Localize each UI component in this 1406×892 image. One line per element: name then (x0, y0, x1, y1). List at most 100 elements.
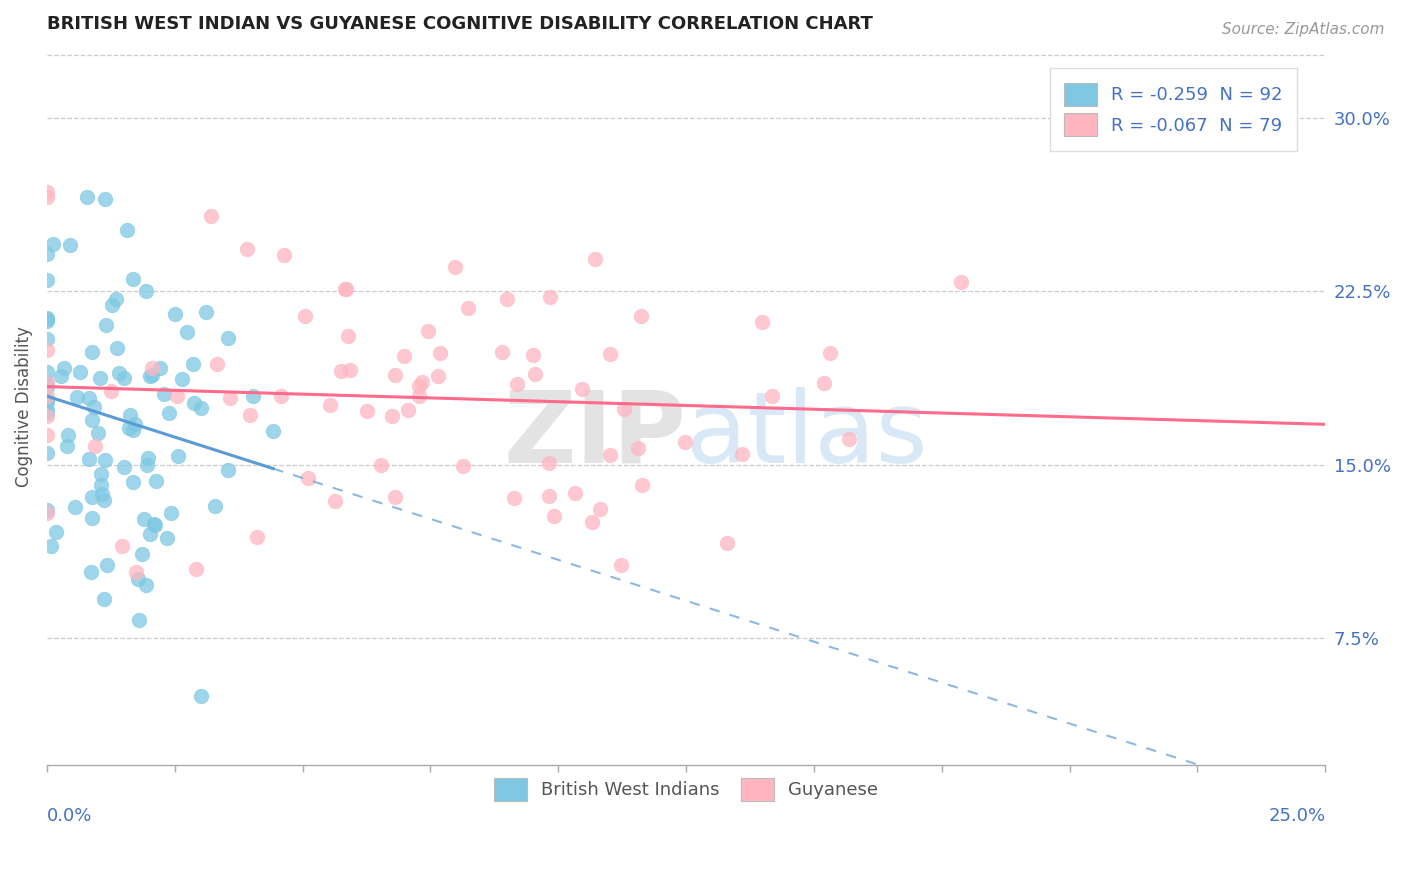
Point (673, 434, 696, 449)
Legend: British West Indians, Guyanese: British West Indians, Guyanese (485, 769, 887, 810)
Point (217, 331, 239, 345)
Point (135, 284, 157, 298)
Point (35, 376, 58, 390)
Point (630, 310, 652, 324)
Point (35, 186, 58, 200)
Point (135, 578, 157, 592)
Point (93, 192, 115, 206)
Point (105, 292, 128, 306)
Point (107, 367, 129, 381)
Point (820, 346, 842, 360)
Point (242, 388, 264, 402)
Point (166, 388, 188, 402)
Point (543, 509, 565, 524)
Point (35, 311, 58, 326)
Point (139, 369, 162, 384)
Point (90, 467, 112, 481)
Point (411, 375, 433, 389)
Point (318, 398, 340, 412)
Point (384, 491, 406, 505)
Point (35, 406, 58, 420)
Point (204, 499, 226, 513)
Point (56, 428, 79, 442)
Point (112, 459, 135, 474)
Point (37, 332, 59, 346)
Point (571, 382, 593, 396)
Point (152, 387, 174, 401)
Point (149, 361, 172, 376)
Point (609, 558, 631, 573)
Point (143, 516, 166, 531)
Point (416, 324, 439, 338)
Point (76, 190, 98, 204)
Point (626, 441, 648, 455)
Point (330, 364, 353, 378)
Point (163, 307, 186, 321)
Point (176, 325, 198, 339)
Point (457, 301, 479, 316)
Point (392, 350, 415, 364)
Point (239, 408, 262, 422)
Point (630, 477, 652, 491)
Point (270, 389, 292, 403)
Point (80, 565, 103, 579)
Point (115, 223, 138, 237)
Point (132, 511, 155, 525)
Point (751, 315, 773, 329)
Point (122, 271, 145, 285)
Point (35, 313, 58, 327)
Point (114, 371, 136, 385)
Point (451, 459, 474, 474)
Point (356, 404, 378, 418)
Point (89, 371, 111, 385)
Point (190, 401, 212, 415)
Point (731, 446, 754, 460)
Point (564, 486, 586, 500)
Point (207, 357, 229, 371)
Point (124, 417, 146, 431)
Point (599, 347, 621, 361)
Point (96, 558, 118, 572)
Point (118, 408, 141, 422)
Point (588, 501, 610, 516)
Point (136, 450, 159, 465)
Point (84, 439, 107, 453)
Point (506, 377, 529, 392)
Point (583, 252, 606, 266)
Point (136, 458, 159, 472)
Point (503, 491, 526, 505)
Point (35, 380, 58, 394)
Point (35, 395, 58, 409)
Point (93, 592, 115, 607)
Point (949, 275, 972, 289)
Point (380, 409, 402, 423)
Point (122, 475, 145, 489)
Text: Source: ZipAtlas.com: Source: ZipAtlas.com (1222, 22, 1385, 37)
Point (181, 357, 204, 371)
Point (145, 474, 167, 488)
Point (53, 360, 76, 375)
Point (333, 282, 356, 296)
Point (82, 491, 104, 505)
Point (157, 406, 180, 420)
Point (408, 389, 430, 403)
Point (101, 297, 124, 311)
Point (370, 458, 392, 472)
Point (93, 493, 115, 508)
Point (200, 210, 222, 224)
Point (184, 562, 207, 576)
Point (217, 463, 239, 477)
Text: 0.0%: 0.0% (46, 806, 93, 825)
Point (35, 503, 58, 517)
Point (111, 539, 134, 553)
Point (337, 328, 360, 343)
Point (42, 236, 65, 251)
Point (245, 530, 267, 544)
Point (105, 341, 128, 355)
Point (59, 237, 82, 252)
Text: 25.0%: 25.0% (1268, 806, 1326, 825)
Point (35, 403, 58, 417)
Point (156, 531, 179, 545)
Point (77, 391, 100, 405)
Point (141, 368, 163, 382)
